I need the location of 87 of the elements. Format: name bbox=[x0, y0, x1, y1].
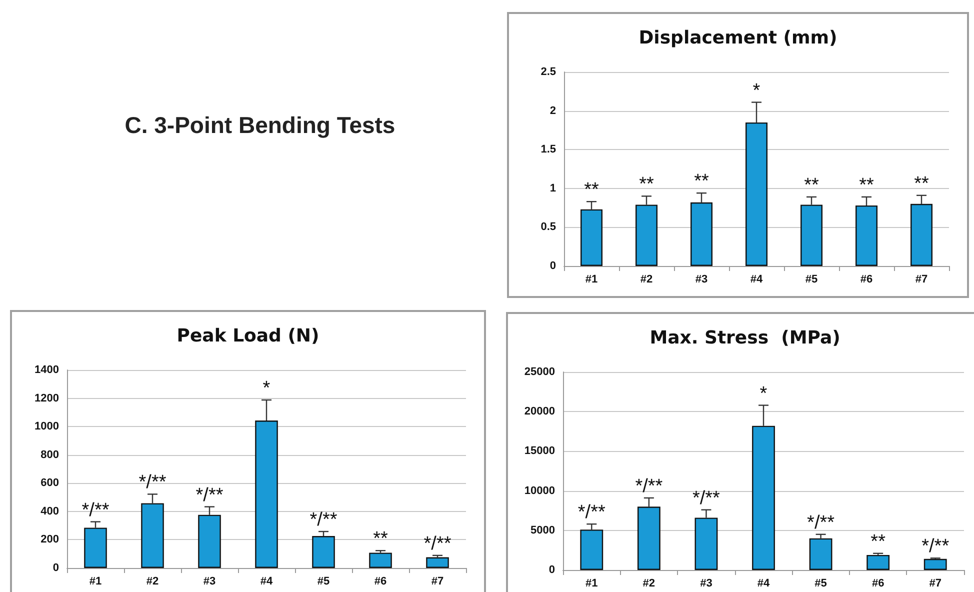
bar bbox=[856, 205, 878, 266]
annotation: ** bbox=[804, 174, 820, 196]
y-tick-label: 20000 bbox=[524, 406, 555, 418]
x-tick-label: #6 bbox=[860, 274, 873, 286]
y-tick-label: 5000 bbox=[530, 524, 555, 536]
x-tick-label: #7 bbox=[915, 274, 928, 286]
bar bbox=[141, 503, 164, 568]
bar bbox=[924, 558, 947, 570]
bar bbox=[800, 204, 822, 266]
x-tick-label: #4 bbox=[750, 274, 764, 286]
bar bbox=[637, 506, 660, 570]
bar bbox=[910, 204, 932, 266]
bar bbox=[312, 536, 335, 568]
annotation: * bbox=[752, 80, 761, 102]
y-tick-label: 800 bbox=[40, 448, 59, 461]
y-tick-label: 0.5 bbox=[540, 221, 556, 234]
bar bbox=[369, 552, 392, 568]
bar bbox=[255, 420, 278, 568]
y-tick-label: 0 bbox=[52, 562, 59, 574]
annotation: */** bbox=[922, 536, 950, 558]
annotation: */** bbox=[196, 484, 224, 506]
annotation: */** bbox=[692, 488, 721, 509]
x-tick-label: #6 bbox=[872, 578, 884, 590]
bar bbox=[694, 518, 718, 570]
x-tick-label: #5 bbox=[805, 274, 818, 286]
y-tick-label: 15000 bbox=[524, 445, 555, 458]
x-tick-label: #2 bbox=[642, 578, 656, 590]
x-tick-label: #7 bbox=[431, 576, 444, 588]
y-tick-label: 1.5 bbox=[540, 144, 556, 156]
bar bbox=[426, 557, 449, 568]
x-tick-label: #7 bbox=[929, 578, 942, 590]
x-tick-label: #4 bbox=[757, 578, 770, 590]
bar bbox=[198, 514, 221, 568]
x-tick-label: #1 bbox=[89, 576, 102, 588]
annotation: * bbox=[262, 378, 271, 399]
bar bbox=[580, 209, 602, 266]
x-tick-label: #1 bbox=[586, 578, 598, 590]
bar bbox=[866, 554, 890, 570]
y-tick-label: 400 bbox=[40, 505, 59, 518]
annotation: ** bbox=[639, 174, 654, 196]
bar bbox=[636, 204, 658, 266]
y-tick-label: 0 bbox=[550, 260, 556, 272]
bar bbox=[580, 530, 604, 570]
bar bbox=[84, 528, 107, 568]
x-tick-label: #3 bbox=[695, 274, 708, 286]
x-tick-label: #6 bbox=[374, 576, 387, 588]
y-tick-label: 2 bbox=[550, 104, 556, 117]
annotation: ** bbox=[870, 531, 886, 552]
annotation: ** bbox=[859, 174, 874, 196]
annotation: */** bbox=[807, 512, 836, 534]
y-tick-label: 1200 bbox=[34, 392, 59, 404]
y-tick-label: 10000 bbox=[524, 484, 555, 497]
bar bbox=[809, 538, 832, 570]
text: C. 3-Point Bending Tests bbox=[124, 112, 396, 139]
annotation: */** bbox=[138, 472, 167, 494]
annotation: */** bbox=[310, 510, 338, 531]
y-tick-label: 200 bbox=[40, 534, 59, 546]
bar bbox=[746, 122, 768, 266]
annotation: * bbox=[760, 383, 768, 404]
x-tick-label: #1 bbox=[585, 274, 598, 286]
y-tick-label: 2.5 bbox=[540, 66, 556, 78]
y-tick-label: 1400 bbox=[34, 364, 59, 376]
annotation: */** bbox=[424, 533, 452, 554]
y-tick-label: 0 bbox=[548, 564, 555, 576]
x-tick-label: #4 bbox=[260, 576, 274, 588]
y-tick-label: 1000 bbox=[34, 420, 59, 433]
bar bbox=[690, 202, 712, 266]
annotation: ** bbox=[694, 171, 710, 192]
y-tick-label: 25000 bbox=[524, 366, 555, 378]
annotation: ** bbox=[914, 173, 930, 194]
x-tick-label: #3 bbox=[203, 576, 216, 588]
chart-title: Peak Load (N) bbox=[176, 326, 320, 346]
x-tick-label: #2 bbox=[146, 576, 159, 588]
y-tick-label: 600 bbox=[40, 477, 59, 490]
chart-title: Max. Stress (MPa) bbox=[650, 328, 840, 348]
y-tick-label: 1 bbox=[550, 182, 556, 194]
chart-title: Displacement (mm) bbox=[638, 28, 838, 48]
annotation: ** bbox=[373, 528, 388, 550]
annotation: ** bbox=[584, 180, 600, 201]
annotation: */** bbox=[635, 476, 664, 497]
annotation: */** bbox=[578, 502, 606, 524]
x-tick-label: #5 bbox=[814, 578, 827, 590]
x-tick-label: #3 bbox=[700, 578, 712, 590]
annotation: */** bbox=[82, 500, 110, 521]
bar bbox=[752, 426, 775, 570]
x-tick-label: #2 bbox=[640, 274, 653, 286]
x-tick-label: #5 bbox=[317, 576, 330, 588]
